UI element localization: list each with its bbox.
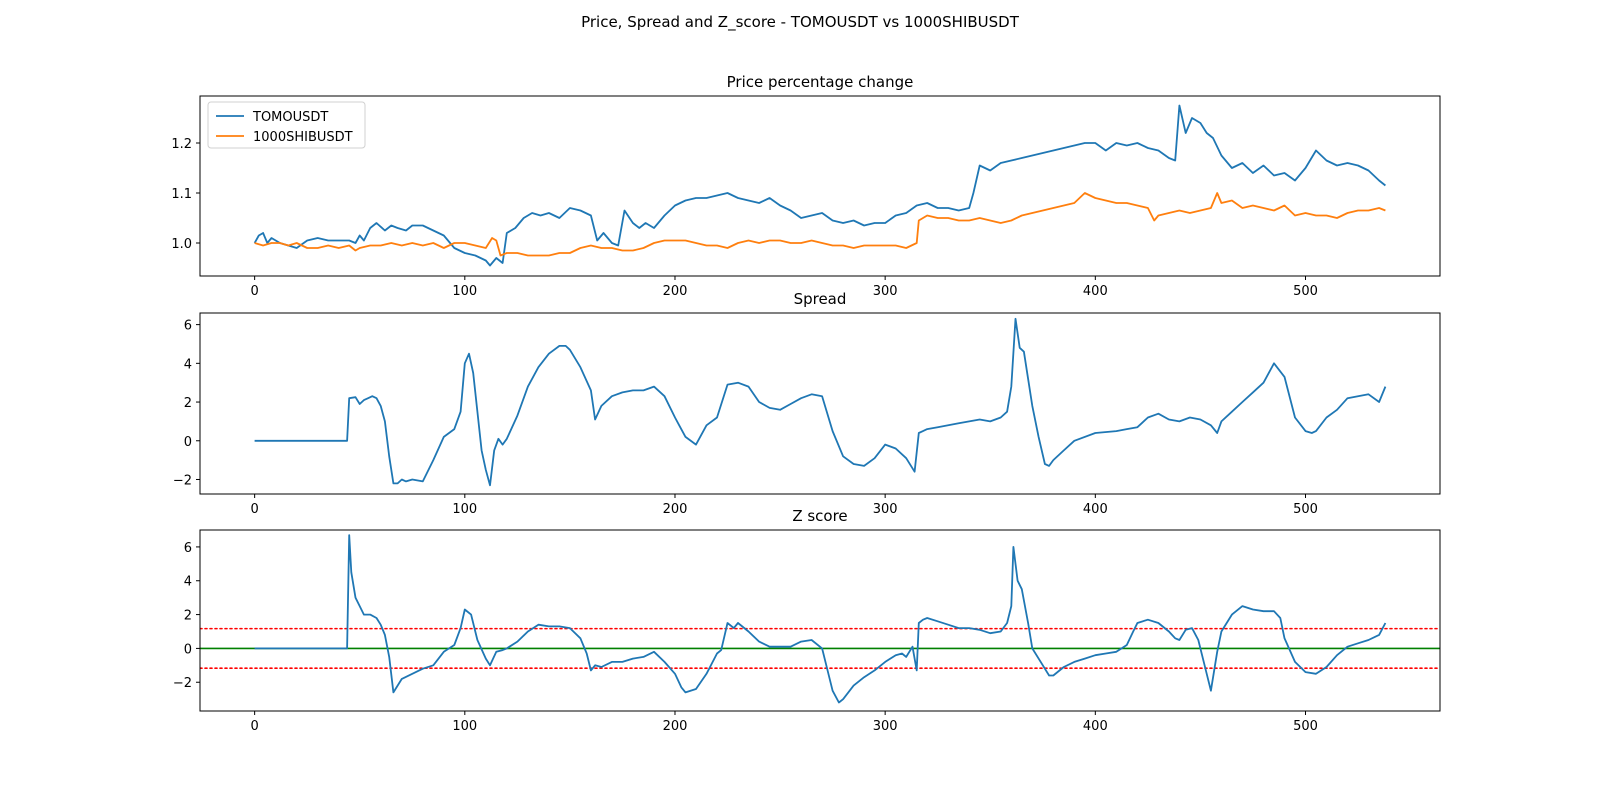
- legend-label: 1000SHIBUSDT: [253, 130, 353, 145]
- y-tick-label: −2: [173, 473, 192, 488]
- plot-area: [253, 104, 1386, 267]
- plot-area: [254, 317, 1387, 487]
- y-tick-label: −2: [173, 676, 192, 691]
- figure-suptitle: Price, Spread and Z_score - TOMOUSDT vs …: [581, 13, 1020, 32]
- x-tick-label: 300: [873, 284, 898, 299]
- y-tick-label: 1.2: [171, 137, 192, 152]
- y-tick-label: 6: [184, 319, 192, 334]
- series-line-1: [254, 317, 1387, 487]
- subplot-title: Spread: [794, 290, 847, 308]
- x-tick-label: 100: [452, 719, 477, 734]
- x-tick-label: 0: [251, 719, 259, 734]
- plot-area: [200, 534, 1440, 704]
- x-tick-label: 100: [452, 284, 477, 299]
- x-tick-label: 200: [663, 502, 688, 517]
- y-tick-label: 0: [184, 435, 192, 450]
- legend-box: [207, 101, 366, 149]
- subplot-3: Z score 0 100 200 300 400 500 −2 0 2 4 6: [173, 507, 1441, 734]
- x-tick-label: 400: [1083, 502, 1108, 517]
- x-tick-label: 500: [1293, 502, 1318, 517]
- axes-frame: [199, 529, 1441, 712]
- x-tick-label: 300: [873, 502, 898, 517]
- x-tick-label: 0: [251, 284, 259, 299]
- y-tick-label: 4: [184, 357, 192, 372]
- series-line-tomousdt: [253, 104, 1386, 267]
- x-tick-label: 500: [1293, 284, 1318, 299]
- y-tick-label: 4: [184, 575, 192, 590]
- x-tick-label: 500: [1293, 719, 1318, 734]
- y-tick-label: 1.1: [171, 187, 192, 202]
- y-tick-label: 6: [184, 541, 192, 556]
- x-tick-label: 400: [1083, 284, 1108, 299]
- y-tick-label: 2: [184, 609, 192, 624]
- series-line-1000shibusdt: [254, 192, 1386, 257]
- x-tick-label: 0: [251, 502, 259, 517]
- axes-frame: [199, 312, 1441, 495]
- subplot-title: Price percentage change: [727, 73, 914, 91]
- y-tick-label: 2: [184, 396, 192, 411]
- legend: TOMOUSDT 1000SHIBUSDT: [207, 101, 366, 149]
- x-tick-label: 300: [873, 719, 898, 734]
- y-tick-label: 1.0: [171, 237, 192, 252]
- subplot-title: Z score: [792, 507, 847, 525]
- subplot-1: Price percentage change 0 100 200 300 400 500 1…: [171, 73, 1441, 299]
- x-tick-label: 100: [452, 502, 477, 517]
- series-line-1: [254, 534, 1387, 704]
- y-tick-label: 0: [184, 642, 192, 657]
- x-tick-label: 400: [1083, 719, 1108, 734]
- x-tick-label: 200: [663, 284, 688, 299]
- x-tick-label: 200: [663, 719, 688, 734]
- legend-label: TOMOUSDT: [252, 110, 328, 125]
- subplot-2: Spread 0 100 200 300 400 500 −2 0 2 4 6: [173, 290, 1441, 517]
- axes-frame: [199, 95, 1441, 277]
